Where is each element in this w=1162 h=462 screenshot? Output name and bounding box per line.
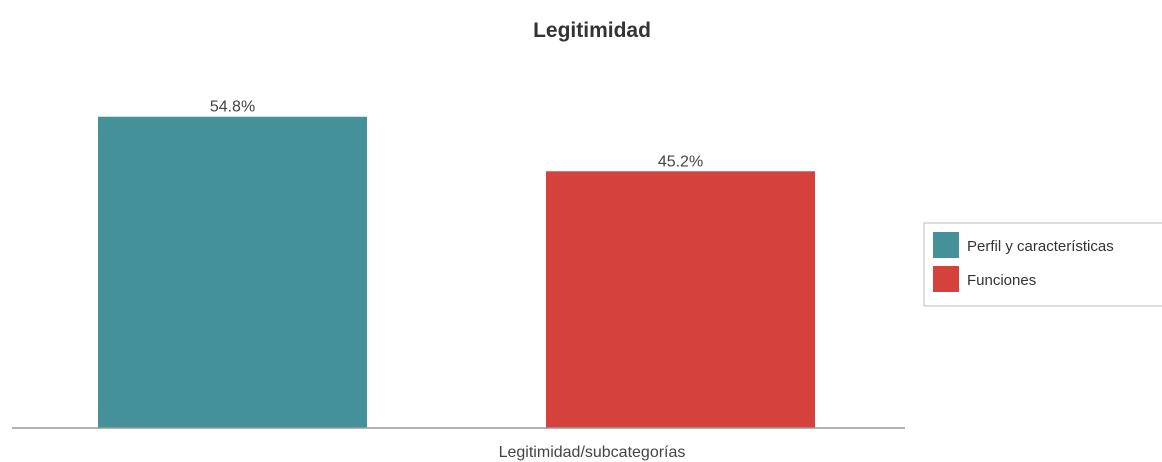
- legend-label-funciones: Funciones: [967, 272, 1036, 289]
- bars-layer: [98, 116, 815, 429]
- data-labels-layer: 54.8% 45.2%: [210, 99, 703, 171]
- bar-perfil: [98, 116, 367, 429]
- legend-swatch-perfil: [933, 232, 959, 258]
- chart-title: Legitimidad: [533, 19, 651, 42]
- legend: Perfil y características Funciones: [923, 222, 1162, 307]
- x-axis-label: Legitimidad/subcategorías: [499, 444, 686, 461]
- legend-label-perfil: Perfil y características: [967, 238, 1114, 255]
- legend-box: [923, 222, 1162, 307]
- data-label-perfil: 54.8%: [210, 99, 255, 116]
- bar-funciones: [546, 171, 815, 428]
- legend-swatch-funciones: [933, 266, 959, 292]
- data-label-funciones: 45.2%: [658, 153, 703, 170]
